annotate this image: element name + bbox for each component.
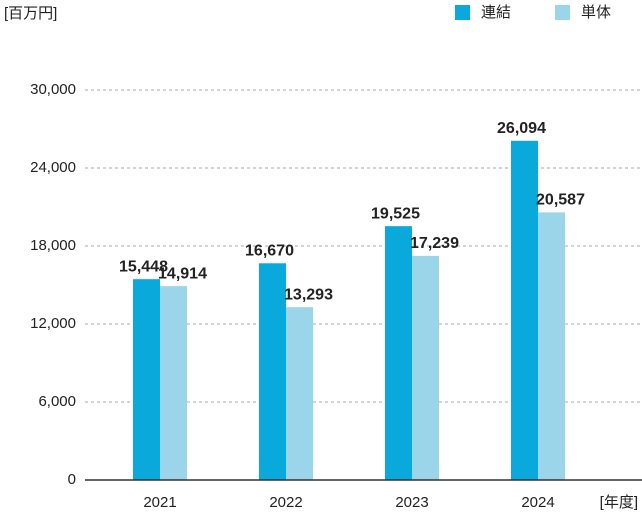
value-label: 19,525 xyxy=(371,205,420,222)
y-axis-label: [百万円] xyxy=(4,5,57,22)
y-tick-label: 12,000 xyxy=(30,315,76,332)
y-tick-label: 24,000 xyxy=(30,159,76,176)
bar xyxy=(538,212,565,480)
value-label: 16,670 xyxy=(245,243,294,260)
y-tick-label: 18,000 xyxy=(30,237,76,254)
bar xyxy=(160,286,187,480)
bar xyxy=(133,279,160,480)
value-label: 20,587 xyxy=(536,192,585,209)
x-tick-label: 2023 xyxy=(395,494,428,511)
x-axis-label: [年度] xyxy=(600,494,638,511)
legend-swatch xyxy=(455,5,470,20)
value-label: 13,293 xyxy=(284,286,333,303)
x-tick-label: 2022 xyxy=(269,494,302,511)
value-label: 15,448 xyxy=(119,258,168,275)
value-label: 26,094 xyxy=(497,120,546,137)
y-tick-label: 0 xyxy=(68,471,76,488)
bar xyxy=(511,140,538,480)
bar xyxy=(385,226,412,480)
bar xyxy=(286,307,313,480)
bar xyxy=(412,255,439,480)
x-tick-label: 2021 xyxy=(143,494,176,511)
legend-swatch xyxy=(555,5,570,20)
x-tick-label: 2024 xyxy=(521,494,554,511)
y-tick-label: 6,000 xyxy=(38,393,76,410)
value-label: 14,914 xyxy=(158,265,207,282)
y-tick-label: 30,000 xyxy=(30,81,76,98)
legend-label: 連結 xyxy=(481,4,511,21)
bar xyxy=(259,263,286,480)
legend-label: 単体 xyxy=(581,4,611,21)
value-label: 17,239 xyxy=(410,235,459,252)
